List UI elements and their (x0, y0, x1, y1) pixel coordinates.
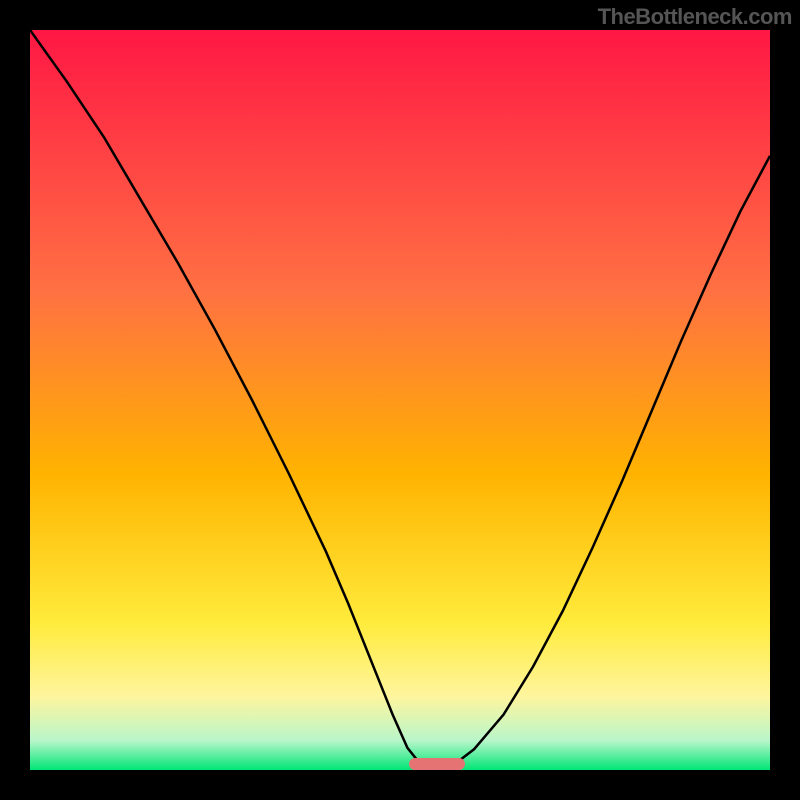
watermark-text: TheBottleneck.com (598, 4, 792, 30)
chart-container: TheBottleneck.com (0, 0, 800, 800)
bottleneck-curve (0, 0, 800, 800)
optimal-marker (409, 758, 465, 770)
